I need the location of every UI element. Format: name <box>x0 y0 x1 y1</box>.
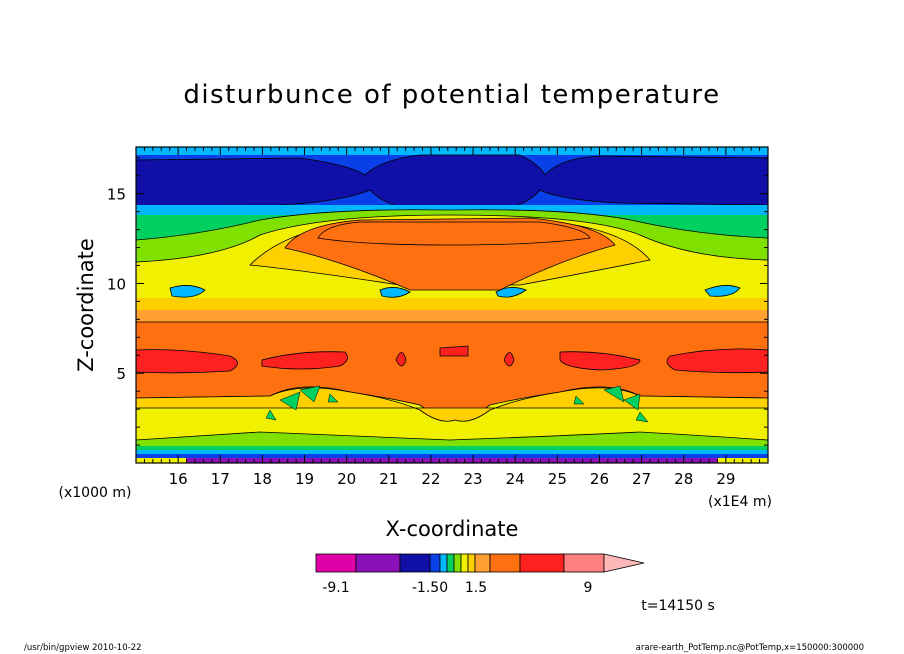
x-tick-label: 22 <box>421 470 440 488</box>
y-tick-label: 5 <box>116 365 126 383</box>
x-tick-label: 21 <box>379 470 398 488</box>
y-axis: 5 10 15 <box>107 157 768 464</box>
footer-right: arare-earth_PotTemp.nc@PotTemp,x=150000:… <box>636 643 864 653</box>
y-axis-label: Z-coordinate <box>74 238 98 372</box>
region-cyan-center-right <box>495 287 527 298</box>
band-green-bottom <box>136 446 768 452</box>
band-blue-bottom <box>136 454 768 458</box>
colorbar-swatch <box>519 553 565 573</box>
colorbar-label: -9.1 <box>322 580 349 596</box>
y-tick-label: 15 <box>107 186 126 204</box>
colorbar-label: 1.5 <box>465 580 487 596</box>
region-navy-upper <box>136 154 768 216</box>
colorbar-swatch <box>489 553 521 573</box>
colorbar-label: -1.50 <box>412 580 448 596</box>
region-red-right <box>666 348 768 374</box>
colorbar <box>315 553 645 573</box>
x-tick-label: 29 <box>716 470 735 488</box>
region-cyan-right <box>704 285 741 297</box>
band-orange-light <box>136 310 768 322</box>
colorbar-label: 9 <box>584 580 593 596</box>
green-speckles <box>265 385 649 423</box>
footer-left: /usr/bin/gpview 2010-10-22 <box>24 643 142 653</box>
region-red-rightcenter <box>559 351 641 371</box>
colorbar-swatch <box>460 553 469 573</box>
x-tick-label: 16 <box>169 470 188 488</box>
colorbar-swatch <box>446 553 455 573</box>
x-tick-label: 19 <box>295 470 314 488</box>
x-unit-label: (x1E4 m) <box>708 494 772 510</box>
colorbar-swatch <box>439 553 448 573</box>
band-cyan-bottom <box>136 450 768 454</box>
region-red-center2 <box>439 345 469 357</box>
region-orange-inner <box>317 221 591 246</box>
colorbar-swatch <box>453 553 462 573</box>
x-tick-label: 23 <box>464 470 483 488</box>
x-tick-label: 20 <box>337 470 356 488</box>
x-axis: 16 17 18 19 20 21 22 23 24 25 26 27 28 29 <box>135 147 769 488</box>
colorbar-swatch <box>399 553 431 573</box>
time-label: t=14150 s <box>641 598 715 614</box>
colorbar-swatch <box>474 553 491 573</box>
band-purple-bottom <box>186 458 718 463</box>
colorbar-swatch <box>429 553 441 573</box>
x-tick-label: 28 <box>674 470 693 488</box>
colorbar-arrow <box>603 553 645 573</box>
x-tick-label: 18 <box>253 470 272 488</box>
x-tick-label: 26 <box>590 470 609 488</box>
x-axis-label: X-coordinate <box>386 517 519 541</box>
y-tick-label: 10 <box>107 275 126 293</box>
region-cyan-center-left <box>379 287 411 298</box>
region-greenish-lower <box>136 431 768 451</box>
region-red-left <box>136 349 238 374</box>
x-tick-label: 27 <box>632 470 651 488</box>
colorbar-swatch <box>355 553 401 573</box>
x-tick-label: 25 <box>548 470 567 488</box>
band-yellow-lower <box>136 298 768 312</box>
band-lightblue-top <box>136 147 768 157</box>
colorbar-swatch <box>563 553 605 573</box>
plot-area <box>136 147 768 463</box>
region-cyan-left <box>169 285 206 298</box>
plot-frame <box>135 146 769 464</box>
y-unit-label: (x1000 m) <box>59 485 132 501</box>
x-tick-label: 17 <box>211 470 230 488</box>
colorbar-swatch <box>315 553 357 573</box>
region-red-center1 <box>395 352 407 367</box>
colorbar-labels: -9.1 -1.50 1.5 9 <box>322 580 592 596</box>
chart-title: disturbunce of potential temperature <box>183 80 720 110</box>
colorbar-swatch <box>467 553 476 573</box>
region-red-leftcenter <box>261 351 348 370</box>
region-red-center3 <box>503 352 515 367</box>
x-tick-label: 24 <box>506 470 525 488</box>
